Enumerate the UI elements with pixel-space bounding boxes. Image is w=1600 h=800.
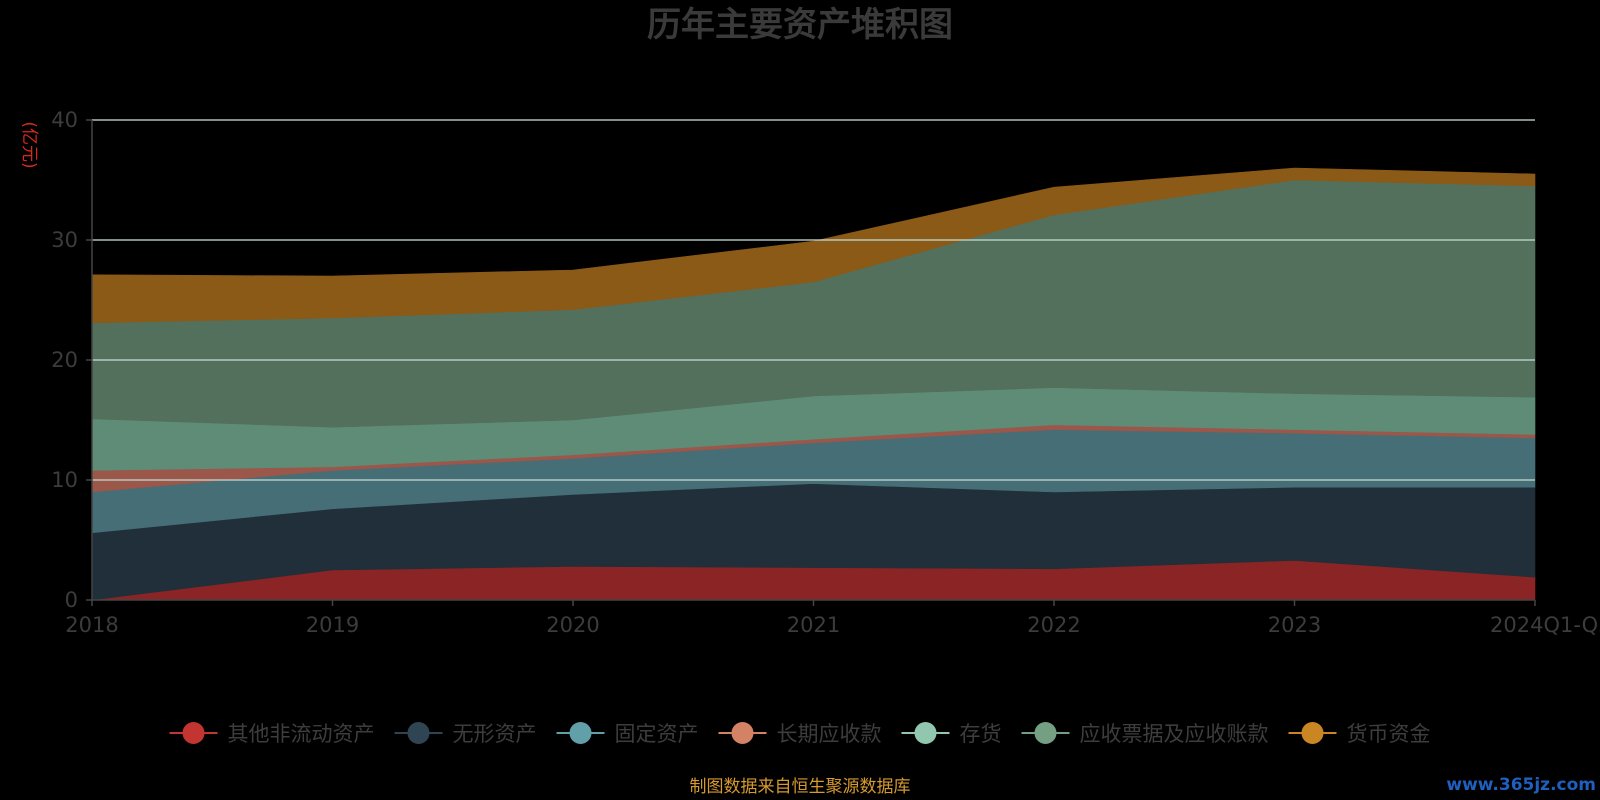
legend[interactable]: 其他非流动资产 无形资产 固定资产 长期应收款 存货 应收票据及应收账款 货币资金 [169, 722, 1431, 746]
legend-item-4[interactable]: 存货 [901, 722, 1001, 746]
legend-marker-2 [569, 722, 592, 744]
grid-lines [92, 119, 1535, 481]
legend-marker-1 [407, 722, 430, 744]
legend-label-4: 存货 [959, 722, 1001, 746]
legend-item-5[interactable]: 应收票据及应收账款 [1021, 722, 1268, 746]
legend-label-1: 无形资产 [453, 722, 537, 746]
legend-label-5: 应收票据及应收账款 [1079, 722, 1268, 746]
legend-label-0: 其他非流动资产 [228, 722, 375, 746]
legend-item-1[interactable]: 无形资产 [394, 722, 537, 746]
legend-item-6[interactable]: 货币资金 [1288, 722, 1430, 746]
legend-marker-0 [182, 722, 205, 744]
chart-title: 历年主要资产堆积图 [647, 5, 953, 45]
legend-label-3: 长期应收款 [777, 722, 882, 746]
legend-marker-4 [914, 722, 937, 744]
legend-marker-5 [1034, 722, 1057, 744]
x-tick-label-3: 2021 [787, 613, 840, 637]
legend-label-6: 货币资金 [1346, 722, 1430, 746]
x-tick-label-6: 2024Q1-Q3 [1490, 613, 1600, 637]
y-tick-label-2: 20 [51, 348, 78, 372]
x-tick-label-5: 2023 [1268, 613, 1321, 637]
area-layers [91, 167, 1536, 601]
y-tick-label-4: 40 [51, 108, 78, 132]
y-tick-label-3: 30 [51, 228, 78, 252]
legend-label-2: 固定资产 [615, 722, 699, 746]
area-series-6 [91, 167, 1536, 324]
x-tick-label-4: 2022 [1027, 613, 1080, 637]
x-tick-label-2: 2020 [546, 613, 599, 637]
watermark: www.365jz.com [1446, 775, 1596, 795]
axes: 0 10 20 30 40 2018 2019 2020 2021 2022 2023 2024Q1-… [51, 108, 1600, 637]
legend-item-3[interactable]: 长期应收款 [718, 722, 882, 746]
y-axis-unit-label: (亿元) [19, 121, 39, 168]
y-tick-label-0: 0 [65, 588, 78, 612]
legend-item-2[interactable]: 固定资产 [556, 722, 699, 746]
x-tick-label-1: 2019 [306, 613, 359, 637]
y-tick-label-1: 10 [51, 468, 78, 492]
source-note: 制图数据来自恒生聚源数据库 [690, 777, 911, 797]
legend-marker-6 [1301, 722, 1324, 744]
x-tick-label-0: 2018 [65, 613, 118, 637]
legend-item-0[interactable]: 其他非流动资产 [169, 722, 375, 746]
legend-marker-3 [731, 722, 754, 744]
